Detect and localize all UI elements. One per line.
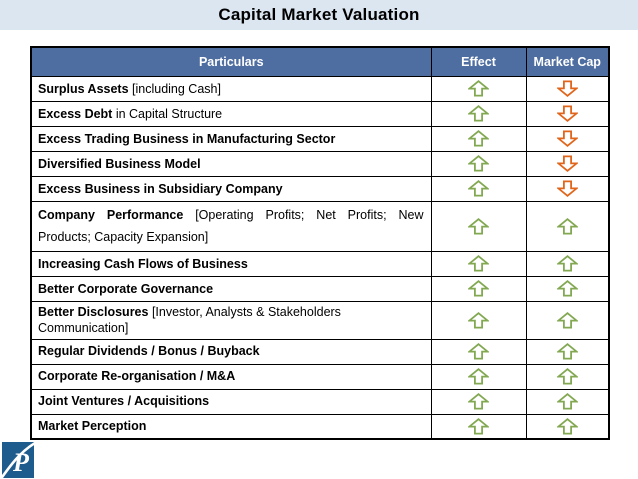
market-cap-cell xyxy=(525,76,610,102)
table-row: Company Performance [Operating Profits; … xyxy=(30,201,610,252)
table-row: Better Disclosures [Investor, Analysts &… xyxy=(30,301,610,340)
effect-cell xyxy=(430,301,527,340)
up-arrow-icon xyxy=(468,280,489,297)
effect-cell xyxy=(430,76,527,102)
particulars-cell: Joint Ventures / Acquisitions xyxy=(30,388,432,415)
particulars-cell: Diversified Business Model xyxy=(30,151,432,177)
particulars-cell: Corporate Re-organisation / M&A xyxy=(30,363,432,390)
table-row: Corporate Re-organisation / M&A xyxy=(30,363,610,390)
up-arrow-icon xyxy=(556,280,578,297)
particulars-cell: Market Perception xyxy=(30,413,432,440)
down-arrow-icon xyxy=(556,80,578,98)
particulars-cell: Better Disclosures [Investor, Analysts &… xyxy=(30,301,432,340)
market-cap-cell xyxy=(525,201,610,252)
up-arrow-icon xyxy=(468,105,489,122)
effect-cell xyxy=(430,363,527,390)
market-cap-cell xyxy=(525,101,610,127)
title-band: Capital Market Valuation xyxy=(0,0,638,30)
up-arrow-icon xyxy=(556,217,578,235)
effect-cell xyxy=(430,126,527,152)
up-arrow-icon xyxy=(468,180,489,197)
effect-cell xyxy=(430,338,527,365)
market-cap-cell xyxy=(525,388,610,415)
effect-cell xyxy=(430,413,527,440)
header-cell-effect: Effect xyxy=(430,46,527,77)
effect-cell xyxy=(430,251,527,277)
market-cap-cell xyxy=(525,363,610,390)
table-row: Market Perception xyxy=(30,413,610,440)
particulars-cell: Surplus Assets [including Cash] xyxy=(30,76,432,102)
up-arrow-icon xyxy=(468,130,489,147)
particulars-cell: Increasing Cash Flows of Business xyxy=(30,251,432,277)
table-row: Better Corporate Governance xyxy=(30,276,610,302)
table-row: Diversified Business Model xyxy=(30,151,610,177)
up-arrow-icon xyxy=(556,417,578,435)
up-arrow-icon xyxy=(468,417,489,435)
header-cell-particulars: Particulars xyxy=(30,46,432,77)
up-arrow-icon xyxy=(556,367,578,385)
up-arrow-icon xyxy=(468,311,489,329)
effect-cell xyxy=(430,176,527,202)
down-arrow-icon xyxy=(556,155,578,173)
particulars-cell: Regular Dividends / Bonus / Buyback xyxy=(30,338,432,365)
effect-cell xyxy=(430,388,527,415)
header-cell-market-cap: Market Cap xyxy=(525,46,610,77)
up-arrow-icon xyxy=(468,342,489,360)
market-cap-cell xyxy=(525,338,610,365)
table-body: Surplus Assets [including Cash] Excess De… xyxy=(30,76,610,440)
particulars-cell: Better Corporate Governance xyxy=(30,276,432,302)
market-cap-cell xyxy=(525,176,610,202)
up-arrow-icon xyxy=(468,155,489,172)
table-row: Excess Debt in Capital Structure xyxy=(30,101,610,127)
up-arrow-icon xyxy=(468,255,489,272)
logo-swoosh xyxy=(2,442,34,478)
market-cap-cell xyxy=(525,413,610,440)
table-row: Increasing Cash Flows of Business xyxy=(30,251,610,277)
particulars-cell: Excess Debt in Capital Structure xyxy=(30,101,432,127)
market-cap-cell xyxy=(525,276,610,302)
market-cap-cell xyxy=(525,301,610,340)
effect-cell xyxy=(430,201,527,252)
up-arrow-icon xyxy=(468,392,489,410)
table-row: Joint Ventures / Acquisitions xyxy=(30,388,610,415)
market-cap-cell xyxy=(525,251,610,277)
up-arrow-icon xyxy=(468,367,489,385)
logo-letter: P xyxy=(12,448,30,477)
down-arrow-icon xyxy=(556,180,578,198)
effect-cell xyxy=(430,101,527,127)
valuation-table: Particulars Effect Market Cap Surplus As… xyxy=(30,46,610,440)
table-row: Regular Dividends / Bonus / Buyback xyxy=(30,338,610,365)
page-title: Capital Market Valuation xyxy=(218,5,420,24)
prudent-logo: P xyxy=(2,442,34,478)
market-cap-cell xyxy=(525,151,610,177)
up-arrow-icon xyxy=(556,392,578,410)
up-arrow-icon xyxy=(556,255,578,272)
market-cap-cell xyxy=(525,126,610,152)
table-header-row: Particulars Effect Market Cap xyxy=(30,46,610,77)
particulars-cell: Excess Trading Business in Manufacturing… xyxy=(30,126,432,152)
table-row: Surplus Assets [including Cash] xyxy=(30,76,610,102)
table-row: Excess Trading Business in Manufacturing… xyxy=(30,126,610,152)
up-arrow-icon xyxy=(556,342,578,360)
up-arrow-icon xyxy=(556,311,578,329)
down-arrow-icon xyxy=(556,130,578,148)
down-arrow-icon xyxy=(556,105,578,123)
up-arrow-icon xyxy=(468,80,489,97)
up-arrow-icon xyxy=(468,217,489,235)
effect-cell xyxy=(430,276,527,302)
table-row: Excess Business in Subsidiary Company xyxy=(30,176,610,202)
particulars-cell: Excess Business in Subsidiary Company xyxy=(30,176,432,202)
particulars-cell: Company Performance [Operating Profits; … xyxy=(30,201,432,252)
effect-cell xyxy=(430,151,527,177)
